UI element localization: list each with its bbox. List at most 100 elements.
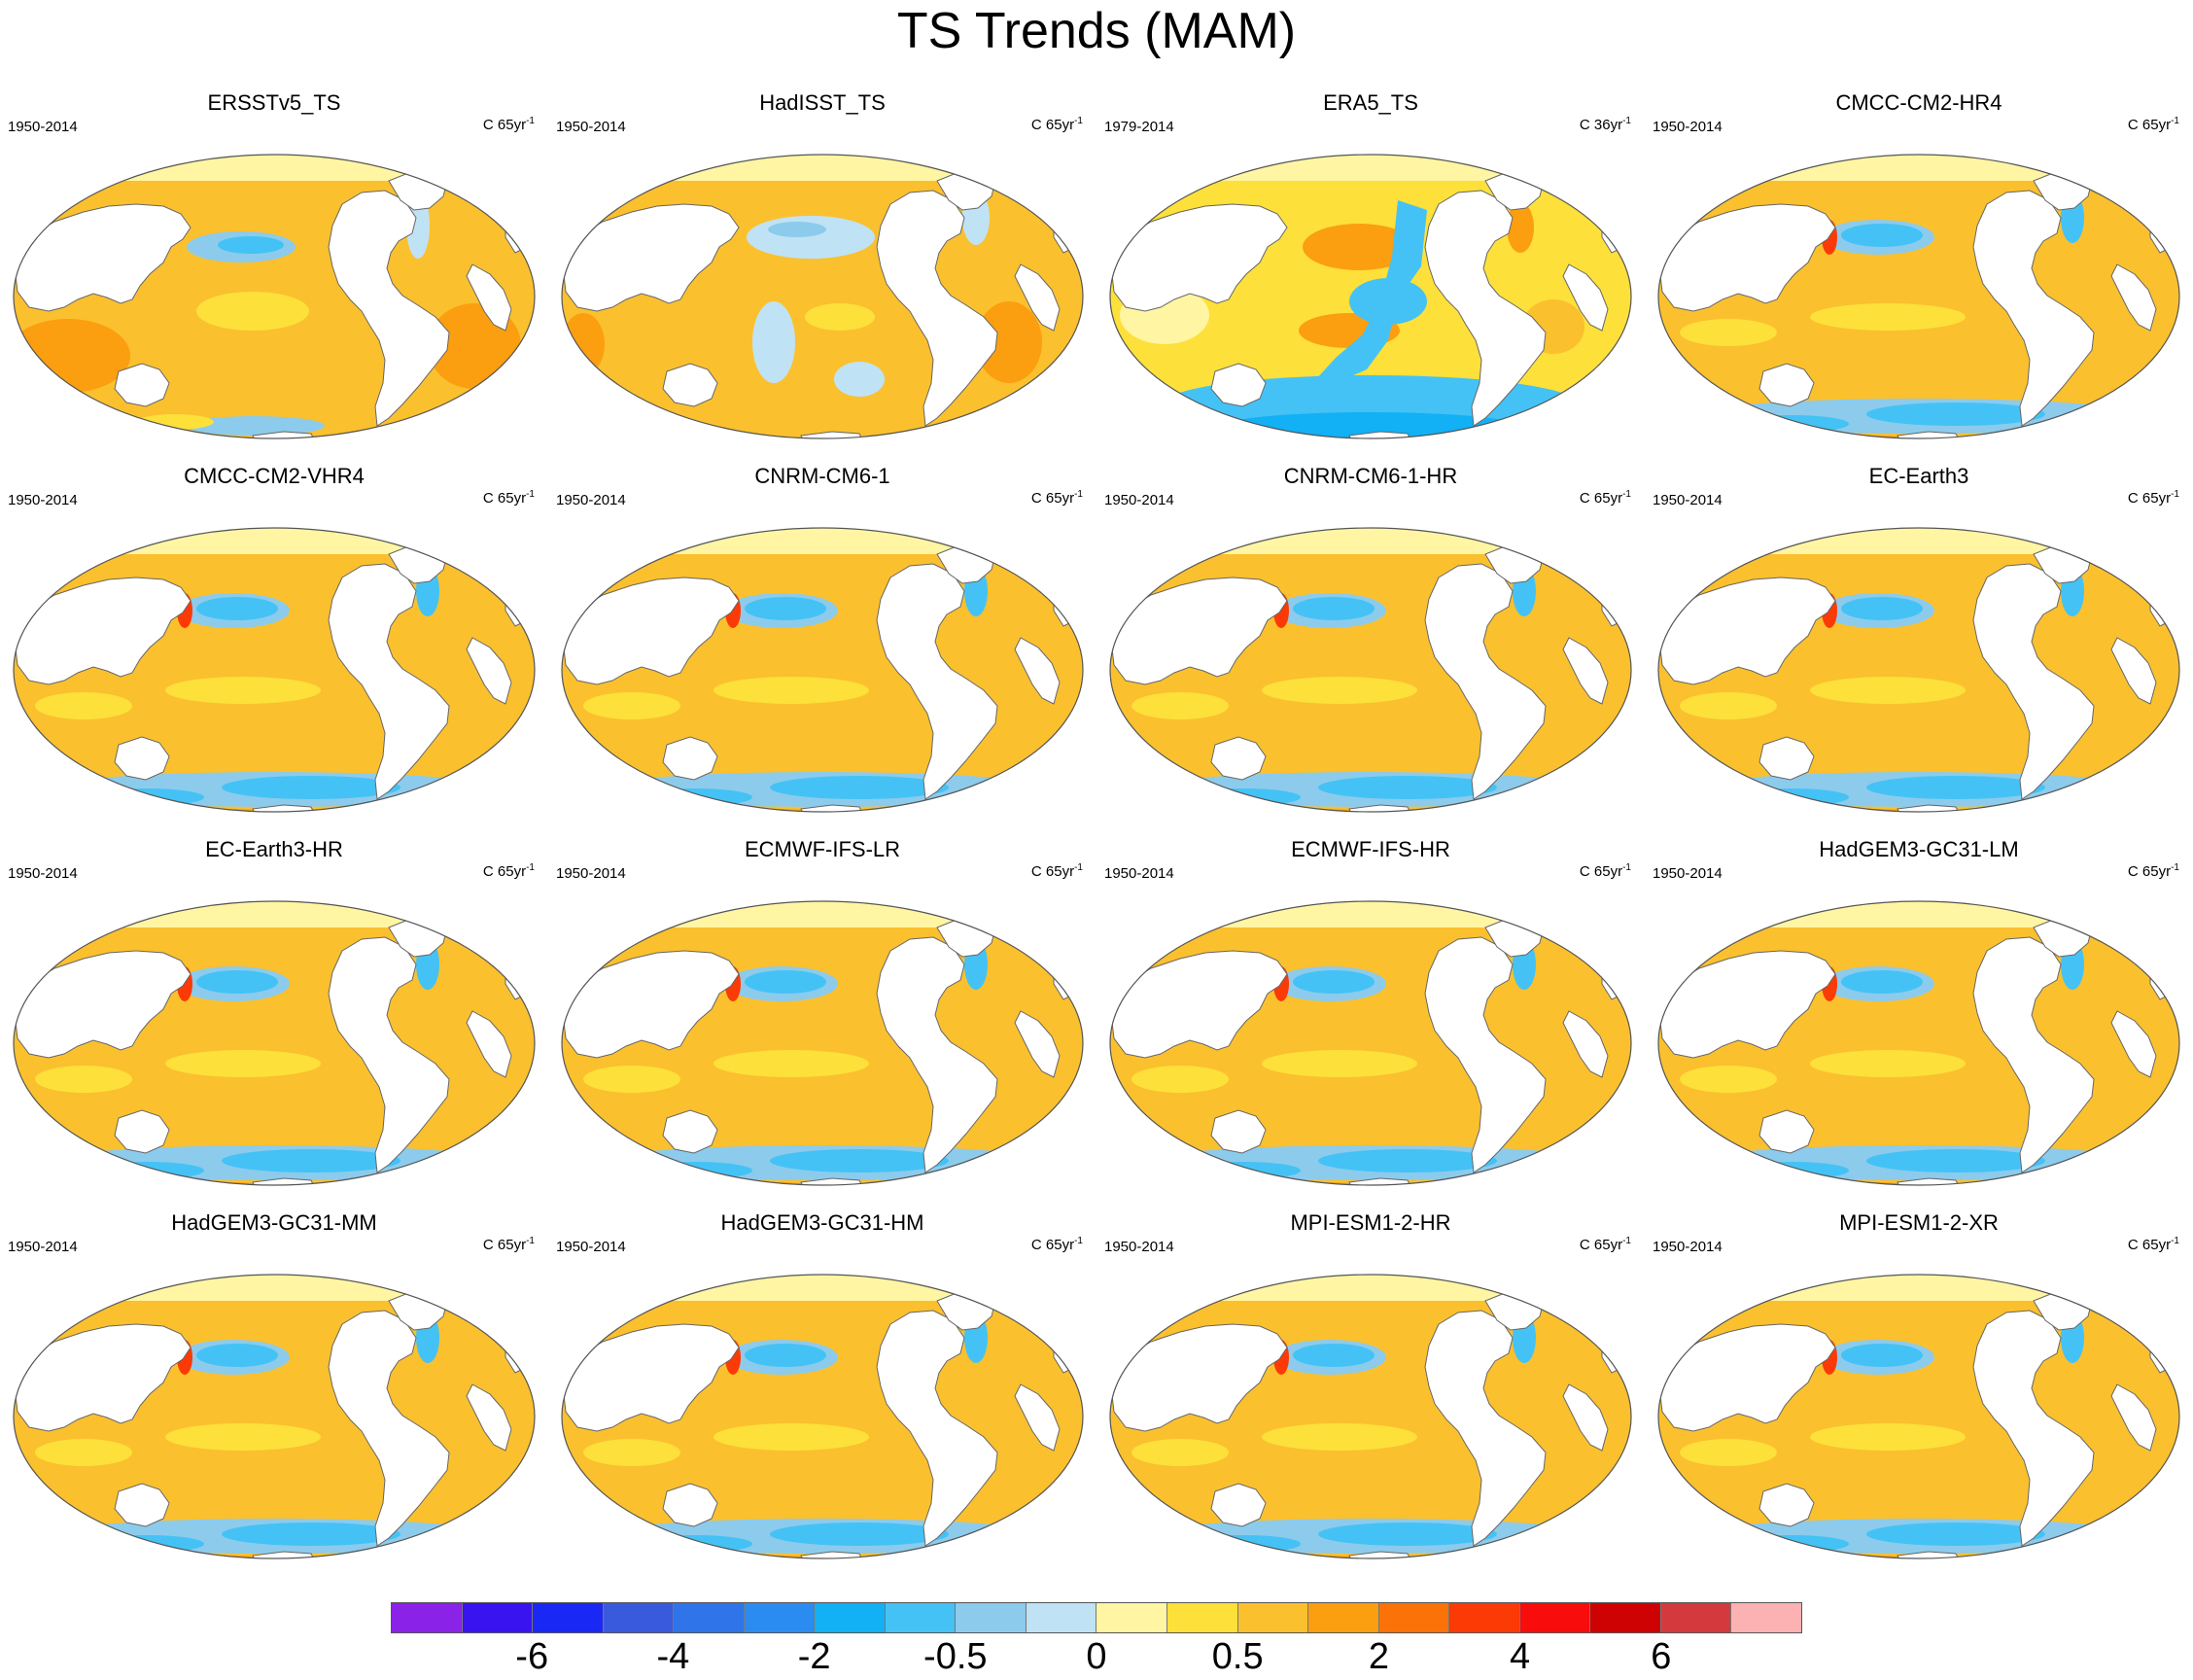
- trend-field: [14, 155, 535, 438]
- units-base: C 65yr: [482, 117, 527, 133]
- colorbar-labels: -6 -4 -2 -0.5 0 0.5 2 4 6: [391, 1635, 1802, 1680]
- trend-contour: [1318, 776, 1497, 799]
- land-west-africa-edge: [466, 1010, 512, 1078]
- colorbar-swatch: [462, 1603, 534, 1632]
- arctic-band: [1658, 1275, 2179, 1301]
- land-west-africa-edge: [2110, 263, 2157, 332]
- map-outline: [1109, 900, 1632, 1186]
- colorbar: [391, 1602, 1802, 1633]
- trend-contour: [1293, 1344, 1375, 1367]
- trend-contour: [1131, 1439, 1229, 1466]
- panel-title: HadISST_TS: [759, 90, 886, 115]
- trend-contour: [1680, 1439, 1777, 1466]
- units-exponent: -1: [1074, 489, 1083, 500]
- map-outline: [1657, 154, 2180, 439]
- trend-contour: [1841, 970, 1923, 994]
- land-americas: [876, 1310, 998, 1547]
- map-outline: [13, 900, 536, 1186]
- panel-units: C 65yr-1: [1580, 859, 1631, 881]
- trend-contour: [218, 236, 284, 254]
- panel-title: HadGEM3-GC31-HM: [720, 1210, 924, 1235]
- colorbar-swatch: [1026, 1603, 1097, 1632]
- panel-period: 1950-2014: [556, 492, 626, 508]
- trend-contour: [770, 1149, 949, 1172]
- trend-contour: [745, 970, 826, 994]
- world-map: [1657, 1274, 2180, 1559]
- trend-contour: [1866, 402, 2045, 426]
- trend-contour: [745, 1344, 826, 1367]
- world-map: [1109, 154, 1632, 439]
- colorbar-label: -4: [656, 1636, 690, 1677]
- map-outline: [561, 154, 1084, 439]
- land-west-africa-edge: [1014, 1383, 1061, 1452]
- colorbar-swatch: [603, 1603, 675, 1632]
- trend-contour: [747, 216, 875, 259]
- trend-field: [1658, 901, 2179, 1185]
- panel-units: C 65yr-1: [2128, 1233, 2179, 1254]
- arctic-band: [1110, 155, 1631, 181]
- panel-title: EC-Earth3-HR: [205, 837, 343, 861]
- trend-contour: [1680, 1066, 1777, 1093]
- colorbar-swatch: [1308, 1603, 1379, 1632]
- panel-title: EC-Earth3: [1868, 464, 1969, 488]
- land-americas: [328, 563, 450, 800]
- units-exponent: -1: [2171, 1236, 2179, 1246]
- colorbar-swatch: [956, 1603, 1027, 1632]
- panel-period: 1979-2014: [1104, 119, 1174, 135]
- land-australia: [662, 1483, 718, 1527]
- panel-period: 1950-2014: [1653, 1239, 1723, 1255]
- land-americas: [1972, 563, 2095, 800]
- land-north-asia: [562, 950, 740, 1059]
- arctic-band: [562, 901, 1083, 928]
- map-panel: CNRM-CM6-1-HR 1950-2014 C 65yr-1: [1096, 465, 1645, 839]
- trend-contour: [1349, 278, 1427, 325]
- units-base: C 65yr: [2127, 1237, 2172, 1253]
- trend-contour: [929, 424, 1023, 438]
- map-panel: ERA5_TS 1979-2014 C 36yr-1: [1096, 91, 1645, 466]
- panel-units: C 65yr-1: [483, 1233, 535, 1254]
- colorbar-swatch: [1167, 1603, 1238, 1632]
- land-antarctica-tip: [1897, 1551, 1961, 1558]
- trend-contour: [222, 1149, 400, 1172]
- trend-contour: [1866, 776, 2045, 799]
- arctic-band: [14, 901, 535, 928]
- units-base: C 65yr: [1030, 863, 1075, 880]
- trend-contour: [745, 597, 826, 620]
- panel-units: C 65yr-1: [2128, 486, 2179, 508]
- arctic-band: [1110, 1275, 1631, 1301]
- trend-contour: [752, 301, 795, 383]
- trend-contour: [768, 222, 826, 237]
- map-panel: CMCC-CM2-VHR4 1950-2014 C 65yr-1: [0, 465, 548, 839]
- trend-contour: [770, 776, 949, 799]
- land-north-asia: [1658, 203, 1836, 312]
- land-antarctica-tip: [800, 1551, 864, 1558]
- land-north-asia: [1110, 203, 1288, 312]
- trend-contour: [165, 1423, 321, 1451]
- trend-contour: [1810, 1423, 1966, 1451]
- trend-contour: [562, 901, 1083, 1185]
- panel-title: CNRM-CM6-1-HR: [1283, 464, 1458, 488]
- panel-period: 1950-2014: [1653, 492, 1723, 508]
- land-north-asia: [1658, 577, 1836, 685]
- colorbar-swatch: [674, 1603, 745, 1632]
- trend-contour: [1131, 1066, 1229, 1093]
- land-australia: [114, 1109, 170, 1154]
- trend-contour: [1318, 1522, 1497, 1546]
- trend-contour: [14, 528, 535, 812]
- trend-contour: [1841, 597, 1923, 620]
- land-australia: [662, 363, 718, 407]
- units-exponent: -1: [2171, 489, 2179, 500]
- world-map: [13, 527, 536, 813]
- panel-title: MPI-ESM1-2-HR: [1290, 1210, 1451, 1235]
- land-antarctica-tip: [800, 1177, 864, 1185]
- trend-contour: [1810, 1050, 1966, 1077]
- map-outline: [561, 1274, 1084, 1559]
- trend-contour: [165, 677, 321, 704]
- land-americas: [1424, 190, 1547, 427]
- land-antarctica-tip: [1897, 431, 1961, 438]
- trend-contour: [1680, 692, 1777, 719]
- panel-title: ERSSTv5_TS: [207, 90, 341, 115]
- panel-period: 1950-2014: [556, 1239, 626, 1255]
- land-americas: [328, 1310, 450, 1547]
- colorbar-label: -2: [797, 1636, 831, 1677]
